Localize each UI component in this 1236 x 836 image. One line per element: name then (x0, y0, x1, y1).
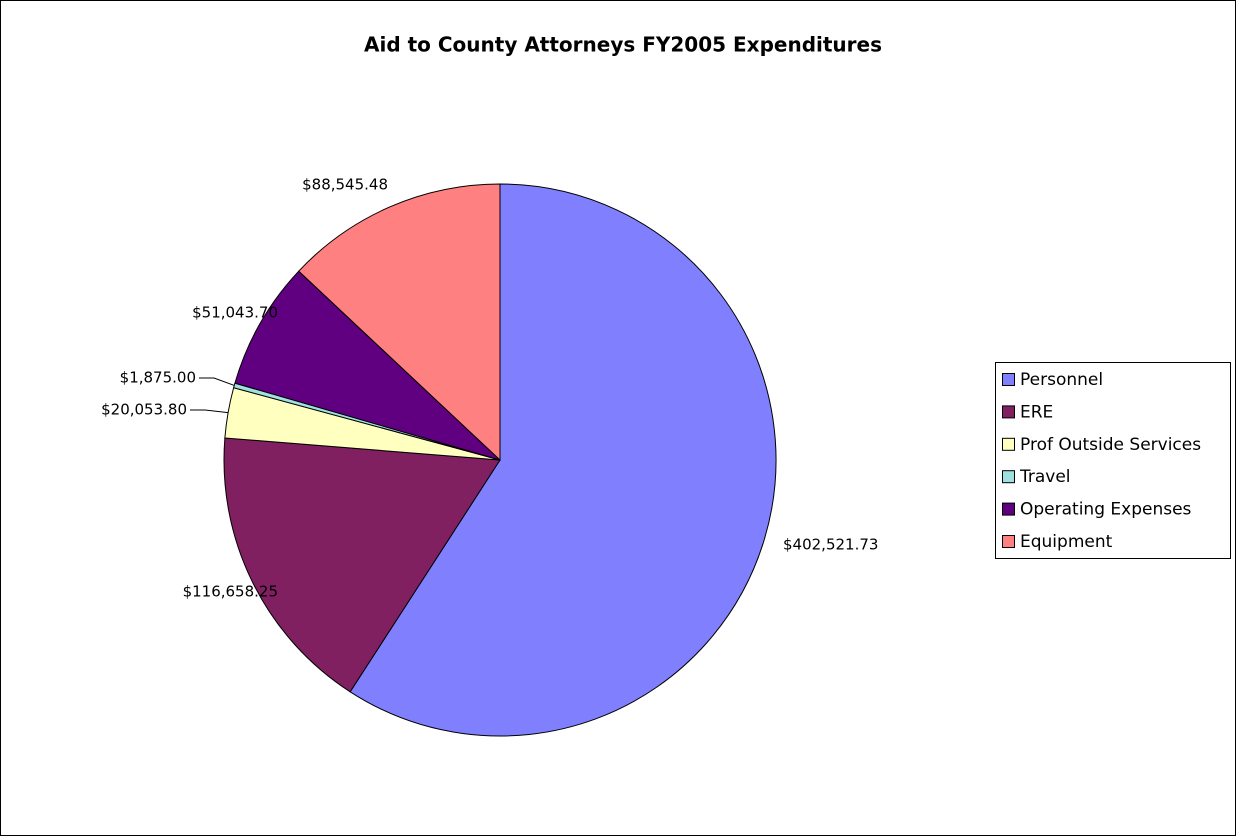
legend-label: ERE (1020, 402, 1053, 422)
legend-swatch (1002, 535, 1015, 548)
pie-slice (234, 270, 501, 461)
pie-slice (349, 183, 777, 737)
legend-swatch (1002, 502, 1015, 516)
chart-title: Aid to County Attorneys FY2005 Expenditu… (364, 33, 882, 57)
legend-swatch (1002, 373, 1015, 386)
legend-swatch (1002, 405, 1015, 419)
leader-line (190, 409, 229, 414)
pie-slice (223, 437, 501, 693)
data-label: $51,043.70 (192, 304, 278, 322)
legend-box (995, 362, 1231, 559)
legend-label: Personnel (1020, 370, 1103, 390)
leader-line (199, 377, 235, 386)
legend-swatch (1002, 470, 1015, 484)
data-label: $116,658.25 (183, 583, 278, 601)
pie-slice (298, 183, 501, 462)
legend-label: Equipment (1020, 532, 1113, 552)
data-label: $402,521.73 (783, 536, 878, 554)
legend-label: Prof Outside Services (1020, 435, 1201, 455)
legend-label: Operating Expenses (1020, 500, 1192, 520)
data-label: $88,545.48 (302, 176, 388, 194)
data-label: $20,053.80 (101, 401, 187, 419)
legend-swatch (1002, 437, 1015, 451)
data-label: $1,875.00 (120, 369, 196, 387)
legend-label: Travel (1019, 467, 1071, 487)
